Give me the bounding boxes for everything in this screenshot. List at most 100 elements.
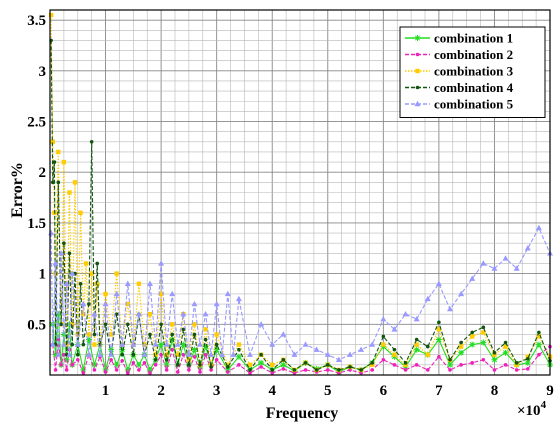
data-point (136, 281, 142, 286)
data-point (458, 344, 464, 349)
x-tick-label: 5 (324, 383, 332, 399)
data-point (537, 330, 541, 335)
data-point (159, 352, 163, 357)
data-point (81, 342, 86, 347)
legend-label: combination 4 (434, 80, 514, 95)
data-point (135, 361, 142, 368)
data-point (62, 241, 66, 245)
data-point (153, 363, 158, 367)
data-point (247, 351, 253, 357)
data-point (58, 250, 65, 256)
data-point (81, 371, 86, 375)
data-point (114, 368, 119, 372)
data-point (89, 271, 94, 276)
data-point (258, 359, 265, 366)
data-point (148, 371, 152, 375)
x-axis-multiplier-base: ×10 (517, 403, 541, 419)
data-point (202, 343, 209, 350)
data-point (270, 362, 275, 368)
data-point (214, 332, 219, 337)
data-point (224, 366, 231, 373)
data-point (147, 280, 153, 286)
data-point (391, 326, 398, 332)
data-point (503, 363, 508, 367)
data-point (313, 346, 320, 352)
data-point (67, 251, 72, 256)
series-line (52, 314, 551, 373)
data-point (425, 344, 430, 349)
data-point (269, 341, 276, 347)
data-point (91, 361, 98, 368)
data-point (281, 367, 286, 371)
data-point (97, 351, 103, 357)
data-point (448, 357, 452, 362)
data-point (80, 300, 87, 307)
data-point (147, 311, 153, 317)
data-point (480, 260, 487, 266)
data-point (131, 361, 136, 365)
data-point (164, 368, 169, 372)
data-point (48, 229, 55, 236)
data-point (80, 366, 87, 373)
data-point (59, 363, 63, 367)
data-point (52, 160, 57, 164)
data-point (198, 370, 202, 374)
data-point (174, 341, 181, 347)
data-point (153, 357, 158, 362)
data-point (448, 368, 452, 372)
data-point (337, 368, 341, 372)
data-point (62, 352, 66, 357)
data-point (56, 149, 61, 155)
data-point (92, 332, 97, 337)
series-line (52, 339, 551, 375)
data-point (225, 370, 230, 374)
data-point (92, 342, 97, 347)
y-tick-label: 3.5 (27, 13, 46, 29)
data-point (469, 275, 476, 281)
data-point (109, 357, 113, 362)
data-point (370, 361, 375, 365)
data-point (381, 357, 386, 362)
data-point (348, 365, 352, 369)
data-point (52, 351, 59, 358)
data-point (380, 316, 387, 322)
data-point (270, 371, 275, 375)
data-point (163, 341, 170, 347)
data-point (55, 351, 62, 357)
data-point (502, 349, 509, 356)
legend-item: combination 4 (405, 80, 514, 95)
data-point (86, 332, 92, 337)
data-point (280, 331, 287, 337)
data-point (435, 336, 442, 343)
data-point (158, 341, 165, 348)
y-tick-label: 2 (39, 165, 47, 181)
data-point (175, 370, 180, 374)
data-point (503, 340, 508, 345)
x-tick-label: 9 (546, 383, 554, 399)
data-point (492, 368, 497, 372)
data-point (414, 363, 419, 367)
data-point (135, 310, 142, 317)
data-point (113, 361, 120, 368)
x-tick-label: 7 (435, 383, 443, 399)
data-point (192, 354, 197, 359)
data-point (491, 265, 498, 271)
data-point (214, 357, 219, 362)
data-point (248, 368, 252, 372)
y-axis-label: Error% (9, 162, 26, 218)
legend-item: combination 2 (405, 47, 513, 62)
data-point (392, 363, 397, 367)
data-point (75, 357, 80, 362)
legend-item: combination 5 (405, 97, 514, 112)
data-point (142, 342, 147, 347)
plot-frame (49, 9, 551, 376)
data-point (514, 368, 519, 372)
data-point (159, 322, 163, 327)
data-point (180, 310, 187, 317)
data-point (66, 351, 73, 357)
data-point (103, 322, 108, 327)
series-layer (48, 12, 553, 375)
data-point (359, 368, 363, 372)
data-point (235, 353, 242, 360)
